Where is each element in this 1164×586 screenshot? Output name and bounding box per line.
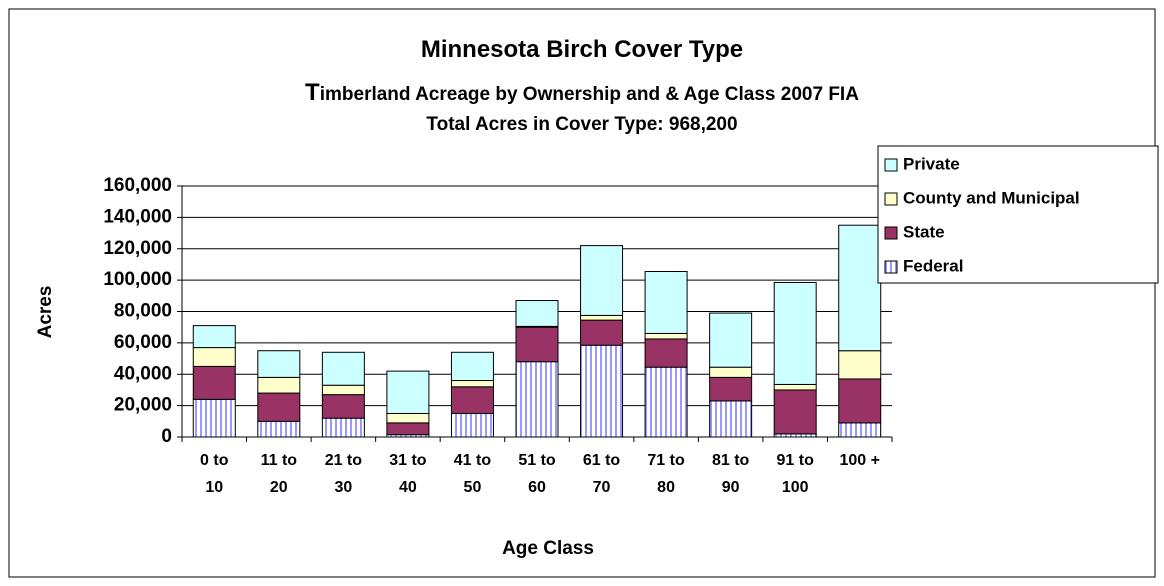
chart-subtitle2: Total Acres in Cover Type: 968,200 [426,114,738,135]
bar-segment [838,350,882,380]
bar-segment [386,412,430,424]
bar-segment [644,270,688,334]
y-tick-label: 100,000 [103,269,172,290]
x-tick-label: 41 to 50 [453,452,492,496]
bar-segment [257,392,301,422]
chart-subtitle: Timberland Acreage by Ownership and & Ag… [305,79,859,106]
legend-label: County and Municipal [903,188,1080,207]
x-tick-label: 0 to 10 [200,452,229,496]
y-tick-label: 80,000 [114,301,172,322]
legend-swatch [884,226,898,240]
bar-segment [321,384,365,396]
bar-segment [321,394,365,419]
legend-label: State [903,222,945,241]
x-tick-label: 91 to 100 [776,452,814,496]
bar-segment [386,422,430,436]
bar-segment [257,376,301,394]
y-tick-label: 0 [161,426,172,447]
x-tick-label: 21 to 30 [324,452,363,496]
y-tick-label: 140,000 [103,206,172,227]
legend-box [877,145,1159,284]
bar-segment [644,338,688,368]
x-tick-label: 11 to 20 [260,452,298,496]
bar-segment [450,351,494,382]
y-tick-label: 160,000 [103,175,172,196]
y-tick-label: 40,000 [114,363,172,384]
bar-segment [515,326,559,363]
bar-segment [580,319,624,346]
bar-segment [709,312,753,368]
x-tick-label: 61 to 70 [582,452,621,496]
legend-label: Private [903,154,960,173]
y-tick-label: 120,000 [103,238,172,259]
bar-segment [386,370,430,414]
bar-segment [321,351,365,386]
chart-title: Minnesota Birch Cover Type [420,36,744,63]
bar-segment [515,361,559,438]
bar-segment [773,389,817,435]
bar-segment [450,386,494,414]
x-tick-label: 51 to 60 [518,452,556,496]
bar-segment [709,400,753,438]
bar-segment [580,245,624,316]
bar-segment [192,347,236,367]
x-tick-label: 31 to 40 [389,452,427,496]
bar-segment [580,344,624,438]
bar-segment [257,420,301,438]
bar-segment [450,412,494,438]
bar-segment [773,383,817,391]
bar-segment [450,380,494,388]
y-tick-label: 60,000 [114,332,172,353]
x-axis-label: Age Class [502,538,594,559]
x-tick-label: 81 to 90 [711,452,750,496]
bar-segment [838,422,882,438]
bar-segment [644,366,688,438]
legend-swatch [884,260,898,274]
bar-segment [709,366,753,378]
bar-segment [580,314,624,321]
bar-segment [838,378,882,424]
legend-label: Federal [903,256,963,275]
bar-segment [192,365,236,400]
bar-segment [644,332,688,340]
bar-segment [838,224,882,352]
legend-swatch [884,192,898,206]
legend-swatch [884,158,898,172]
bar-segment [257,350,301,378]
y-axis-label: Acres [35,286,56,339]
bar-segment [515,300,559,327]
bar-segment [773,281,817,385]
y-tick-label: 20,000 [114,395,172,416]
bar-segment [192,398,236,438]
bar-segment [709,376,753,402]
x-tick-label: 71 to 80 [647,452,685,496]
x-tick-label: 100 + [839,452,880,469]
bar-segment [192,325,236,349]
bar-segment [321,417,365,438]
